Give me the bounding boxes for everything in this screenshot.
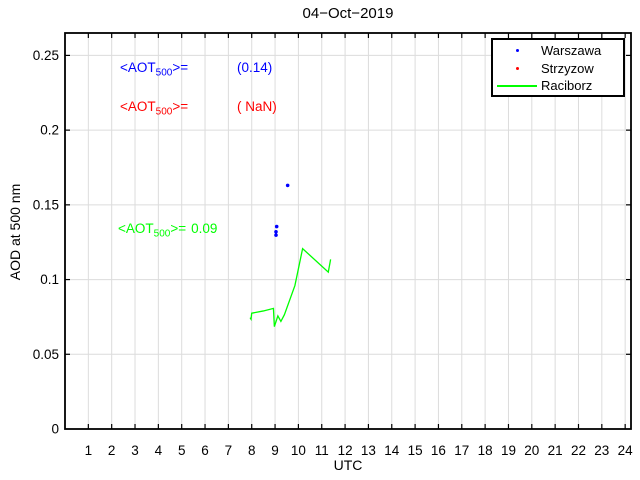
legend-marker-cell bbox=[493, 66, 541, 70]
x-tick-label: 8 bbox=[248, 443, 256, 458]
annotation-raciborz-value: 0.09 bbox=[191, 221, 218, 236]
annotation-raciborz-mean: <AOT500>= 0.09 bbox=[118, 221, 217, 240]
x-tick-label: 16 bbox=[431, 443, 446, 458]
legend-marker-cell bbox=[493, 49, 541, 53]
legend-item-raciborz: Raciborz bbox=[493, 77, 623, 95]
x-tick-label: 23 bbox=[594, 443, 609, 458]
x-tick-label: 5 bbox=[178, 443, 186, 458]
x-tick-label: 3 bbox=[131, 443, 139, 458]
x-tick-label: 17 bbox=[454, 443, 469, 458]
y-tick-label: 0.2 bbox=[40, 123, 59, 138]
y-tick-label: 0 bbox=[51, 422, 59, 437]
series-point-warszawa bbox=[274, 233, 278, 237]
legend-label-raciborz: Raciborz bbox=[541, 78, 593, 94]
legend: Warszawa Strzyzow Raciborz bbox=[491, 38, 625, 97]
annotation-warszawa-value: (0.14) bbox=[237, 60, 273, 75]
x-tick-label: 1 bbox=[85, 443, 93, 458]
warszawa-dot-marker-icon bbox=[515, 49, 519, 53]
x-tick-label: 19 bbox=[501, 443, 516, 458]
y-tick-label: 0.1 bbox=[40, 272, 59, 287]
legend-item-strzyzow: Strzyzow bbox=[493, 60, 623, 78]
annotation-strzyzow-mean: <AOT500>= ( NaN) bbox=[120, 99, 277, 118]
legend-marker-cell bbox=[493, 84, 541, 87]
legend-item-warszawa: Warszawa bbox=[493, 42, 623, 60]
y-tick-label: 0.15 bbox=[33, 197, 59, 212]
series-point-warszawa bbox=[274, 229, 278, 234]
x-tick-label: 21 bbox=[548, 443, 563, 458]
x-tick-label: 20 bbox=[524, 443, 539, 458]
x-tick-label: 24 bbox=[618, 443, 634, 458]
legend-label-warszawa: Warszawa bbox=[541, 43, 602, 59]
y-tick-label: 0.05 bbox=[33, 347, 59, 362]
x-tick-label: 2 bbox=[108, 443, 116, 458]
x-tick-label: 22 bbox=[571, 443, 586, 458]
axes-box bbox=[64, 32, 632, 430]
annotation-strzyzow-label: <AOT500>= bbox=[120, 99, 189, 118]
x-tick-label: 11 bbox=[315, 443, 329, 458]
x-tick-label: 12 bbox=[338, 443, 353, 458]
chart-title: 04−Oct−2019 bbox=[302, 5, 394, 22]
legend-label-strzyzow: Strzyzow bbox=[541, 60, 594, 76]
strzyzow-dot-marker-icon bbox=[515, 66, 519, 70]
annotation-raciborz-label: <AOT500>= bbox=[118, 221, 187, 240]
series-line-raciborz bbox=[249, 247, 332, 327]
x-tick-label: 7 bbox=[225, 443, 233, 458]
annotation-warszawa-mean: <AOT500>= (0.14) bbox=[120, 60, 272, 79]
x-axis-label: UTC bbox=[333, 457, 363, 473]
series-point-warszawa bbox=[285, 183, 290, 188]
y-tick-label: 0.25 bbox=[33, 48, 59, 63]
x-tick-label: 14 bbox=[384, 443, 400, 458]
raciborz-line-marker-icon bbox=[497, 84, 537, 87]
x-tick-label: 9 bbox=[271, 443, 279, 458]
x-tick-label: 10 bbox=[291, 443, 306, 458]
annotation-warszawa-label: <AOT500>= bbox=[120, 60, 189, 79]
x-tick-label: 4 bbox=[155, 443, 163, 458]
x-tick-label: 18 bbox=[478, 443, 493, 458]
x-tick-label: 6 bbox=[201, 443, 209, 458]
x-tick-label: 15 bbox=[408, 443, 423, 458]
x-tick-label: 13 bbox=[361, 443, 376, 458]
y-axis-label: AOD at 500 nm bbox=[7, 183, 23, 281]
series-point-warszawa bbox=[274, 224, 279, 229]
annotation-strzyzow-value: ( NaN) bbox=[237, 99, 277, 114]
